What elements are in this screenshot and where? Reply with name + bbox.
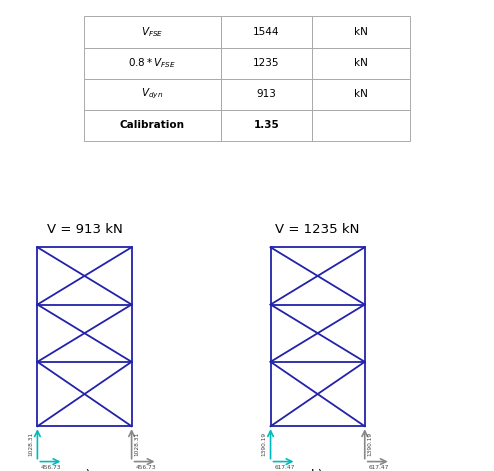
Text: b): b) bbox=[311, 469, 324, 471]
Bar bbox=[84, 48, 221, 79]
Text: V = 1235 kN: V = 1235 kN bbox=[276, 222, 360, 236]
Text: V = 913 kN: V = 913 kN bbox=[46, 222, 123, 236]
Bar bbox=[221, 48, 312, 79]
Bar bbox=[312, 16, 410, 48]
Text: 1390.19: 1390.19 bbox=[368, 432, 372, 456]
Bar bbox=[221, 110, 312, 141]
Bar bbox=[84, 110, 221, 141]
Text: 1.35: 1.35 bbox=[254, 120, 280, 130]
Text: 617.47: 617.47 bbox=[274, 465, 295, 470]
Bar bbox=[221, 79, 312, 110]
Text: kN: kN bbox=[354, 89, 368, 99]
Text: 1235: 1235 bbox=[253, 58, 280, 68]
Text: 1544: 1544 bbox=[253, 27, 280, 37]
Text: $0.8 * V_{FSE}$: $0.8 * V_{FSE}$ bbox=[128, 56, 176, 70]
Text: kN: kN bbox=[354, 58, 368, 68]
Text: 1028.31: 1028.31 bbox=[134, 432, 139, 456]
Text: 456.73: 456.73 bbox=[135, 465, 156, 470]
Text: 617.47: 617.47 bbox=[369, 465, 389, 470]
Text: 1390.19: 1390.19 bbox=[262, 432, 267, 456]
Text: 456.73: 456.73 bbox=[41, 465, 62, 470]
Bar bbox=[84, 16, 221, 48]
Text: a): a) bbox=[78, 469, 91, 471]
Bar bbox=[312, 48, 410, 79]
Text: $V_{FSE}$: $V_{FSE}$ bbox=[141, 25, 164, 39]
Text: $V_{dyn}$: $V_{dyn}$ bbox=[141, 87, 164, 101]
Text: kN: kN bbox=[354, 27, 368, 37]
Bar bbox=[312, 110, 410, 141]
Bar bbox=[312, 79, 410, 110]
Text: 913: 913 bbox=[256, 89, 277, 99]
Text: 1028.31: 1028.31 bbox=[29, 432, 34, 456]
Bar bbox=[84, 79, 221, 110]
Text: Calibration: Calibration bbox=[120, 120, 185, 130]
Bar bbox=[221, 16, 312, 48]
